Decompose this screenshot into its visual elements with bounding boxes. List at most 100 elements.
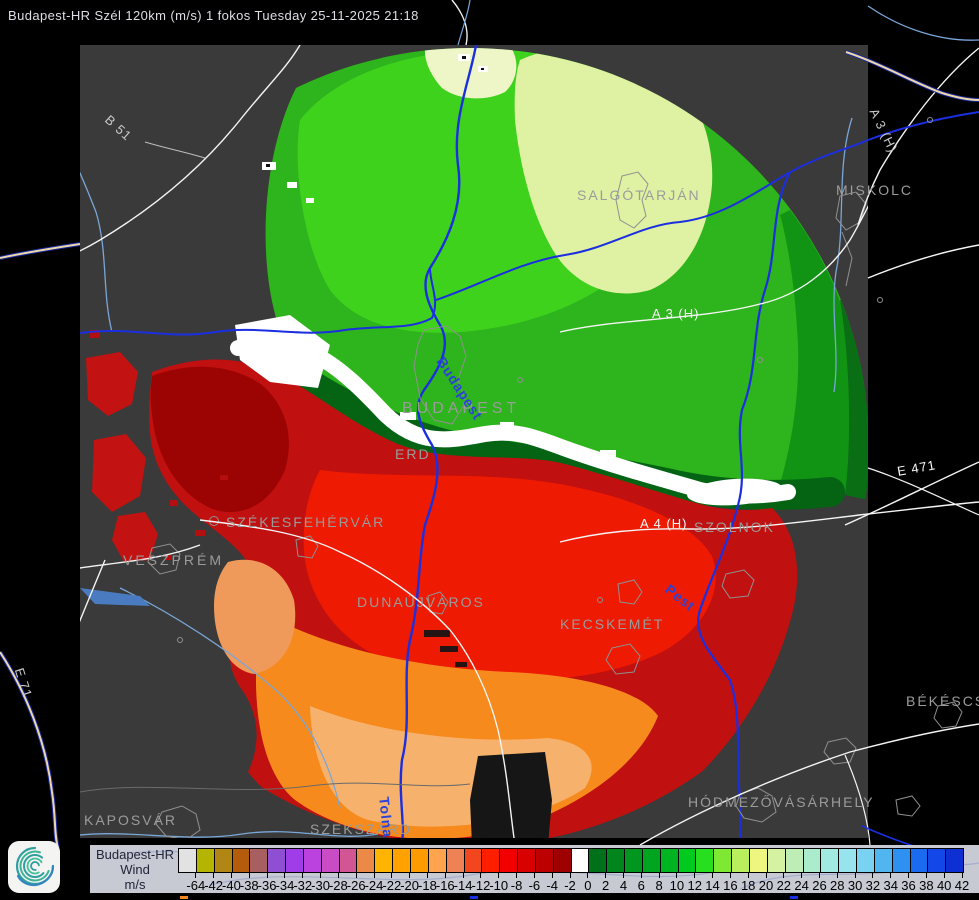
outside-boundaries	[877, 117, 963, 817]
legend-tick	[783, 872, 785, 878]
legend-color-box	[445, 849, 464, 872]
map-label: KAPOSVÁR	[84, 812, 178, 828]
legend-tick	[462, 872, 464, 878]
radar-echo-red	[86, 330, 798, 838]
map-label: SZOLNOK	[694, 519, 775, 535]
legend-color-box	[802, 849, 821, 872]
legend-tick-label: -34	[275, 878, 295, 893]
legend-tick	[943, 872, 945, 878]
legend-tick-label: -8	[510, 878, 523, 893]
legend-color-box	[356, 849, 375, 872]
legend-color-box	[427, 849, 446, 872]
legend-ticks: -64 -42 -40 -38 -36 -34 -32 -30 -28 -26 -24 -22 -20-…	[178, 848, 969, 893]
map-label: ERD	[395, 446, 431, 462]
legend-tick-label: -14	[453, 878, 473, 893]
legend-color-box	[945, 849, 964, 872]
legend-tick-label: 18	[740, 878, 756, 893]
legend-tick-label: -36	[257, 878, 277, 893]
legend-tick	[284, 872, 286, 878]
legend-tick-label: 26	[812, 878, 827, 893]
map-label: A 4 (H)	[640, 516, 688, 531]
legend-color-box	[179, 849, 196, 872]
legend-color-box	[552, 849, 571, 872]
legend-tick	[587, 872, 589, 878]
legend-tick	[248, 872, 250, 878]
legend-color-box	[285, 849, 303, 872]
legend-color-box	[534, 849, 553, 872]
legend-tick	[195, 872, 197, 878]
radar-echo-green	[247, 48, 868, 510]
legend-tick	[444, 872, 446, 878]
legend-tick	[569, 872, 571, 878]
legend-color-box	[927, 849, 946, 872]
legend-tick	[908, 872, 910, 878]
legend-tick-label: -26	[346, 878, 366, 893]
legend-tick-label: 36	[901, 878, 916, 893]
legend-color-box	[891, 849, 910, 872]
legend-tick	[640, 872, 642, 878]
legend-color-box	[499, 849, 518, 872]
legend-color-box	[463, 849, 482, 872]
legend-color-box	[784, 849, 803, 872]
legend-color-box	[481, 849, 500, 872]
map-label: A 3 (H)	[652, 306, 700, 321]
legend-tick-label: 42	[954, 878, 970, 893]
cyclone-spiral-icon	[15, 846, 55, 887]
legend-tick	[801, 872, 803, 878]
legend-tick	[391, 872, 393, 878]
legend-tick	[302, 872, 304, 878]
legend-tick-label: 0	[584, 878, 592, 893]
legend-tick-label: 6	[637, 878, 645, 893]
legend-tick	[818, 872, 820, 878]
legend-tick-label: -18	[418, 878, 437, 893]
legend-tick	[765, 872, 767, 878]
legend-tick	[854, 872, 856, 878]
legend-color-box	[267, 849, 286, 872]
legend-tick	[551, 872, 553, 878]
legend-tick-label: -32	[293, 878, 313, 893]
legend-tick	[266, 872, 268, 878]
legend-color-box	[677, 849, 696, 872]
map-label: MISKOLC	[836, 182, 914, 198]
legend-color-box	[570, 849, 589, 872]
legend-tick	[729, 872, 731, 878]
legend-tick	[409, 872, 411, 878]
legend-color-scale	[178, 848, 964, 873]
legend-color-box	[713, 849, 732, 872]
residue-pixel	[180, 896, 188, 899]
legend-color-box	[749, 849, 767, 872]
legend-tick	[605, 872, 607, 878]
legend-tick	[712, 872, 714, 878]
legend-color-box	[517, 849, 535, 872]
legend-tick-label: -16	[435, 878, 455, 893]
map-label: BÉKÉSCSABA	[906, 693, 979, 709]
legend-tick	[480, 872, 482, 878]
legend-tick-label: -10	[489, 878, 509, 893]
legend-tick	[872, 872, 874, 878]
legend-tick-label: 22	[776, 878, 792, 893]
residue-pixel	[790, 896, 798, 899]
legend-tick-label: 32	[865, 878, 881, 893]
legend-tick-label: 8	[655, 878, 663, 893]
legend-color-box	[320, 849, 339, 872]
legend-tick-label: 12	[687, 878, 702, 893]
map-label: HÓDMEZŐVÁSÁRHELY	[688, 794, 875, 810]
legend-color-box	[249, 849, 268, 872]
legend-tick-label: 28	[830, 878, 845, 893]
legend-color-box	[338, 849, 357, 872]
map-label: SALGÓTARJÁN	[577, 187, 701, 203]
legend-tick	[961, 872, 963, 878]
legend-tick	[213, 872, 215, 878]
map-label: BUDAPEST	[402, 400, 521, 417]
legend-tick-label: -4	[546, 878, 558, 893]
legend-tick-label: -42	[204, 878, 224, 893]
boundary-lines	[80, 171, 867, 838]
legend-title: Budapest-HR Wind m/s	[92, 846, 178, 892]
legend-tick	[320, 872, 322, 878]
legend-tick-label: 16	[723, 878, 738, 893]
legend-tick-label: 4	[619, 878, 628, 893]
legend-parameter: Wind	[120, 861, 150, 877]
legend-tick-label: 30	[847, 878, 863, 893]
legend-tick-label: 2	[602, 878, 610, 893]
